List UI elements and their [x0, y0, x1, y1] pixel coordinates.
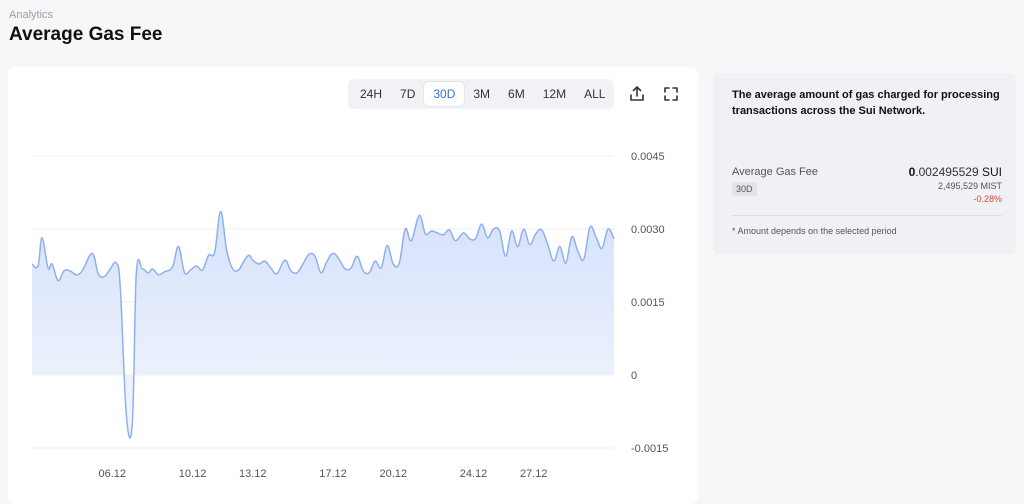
x-tick-label: 13.12: [239, 468, 267, 480]
stat-value-mist: 2,495,529 MIST: [937, 181, 1002, 191]
divider: [732, 215, 1002, 216]
tab-6m[interactable]: 6M: [508, 87, 525, 101]
tab-12m[interactable]: 12M: [542, 87, 567, 101]
stat-value: 0.002495529 SUI: [909, 165, 1002, 179]
info-card: The average amount of gas charged for pr…: [713, 73, 1016, 254]
x-tick-label: 10.12: [179, 468, 207, 480]
stat-change: -0.28%: [973, 194, 1002, 204]
range-tabs: 24H 7D 30D 3M 6M 12M ALL: [348, 79, 614, 109]
period-badge: 30D: [732, 182, 757, 196]
share-icon[interactable]: [628, 85, 646, 103]
x-axis: 06.12 10.12 13.12 17.12 20.12 24.12 27.12: [99, 468, 548, 480]
tab-3m[interactable]: 3M: [473, 87, 491, 101]
x-tick-label: 27.12: [520, 468, 548, 480]
x-tick-label: 20.12: [379, 468, 407, 480]
tab-30d[interactable]: 30D: [424, 82, 465, 106]
stat-value-unit: SUI: [978, 165, 1002, 179]
stat-value-int: 0: [908, 165, 916, 179]
x-tick-label: 24.12: [460, 468, 488, 480]
y-tick-label: 0.0045: [631, 151, 665, 163]
tab-all[interactable]: ALL: [584, 87, 606, 101]
y-tick-label: 0: [631, 370, 637, 382]
breadcrumb[interactable]: Analytics: [9, 9, 54, 21]
area-series: [31, 210, 615, 439]
x-tick-label: 17.12: [319, 468, 347, 480]
y-tick-label: 0.0015: [631, 297, 665, 309]
fullscreen-icon[interactable]: [662, 85, 680, 103]
tab-7d[interactable]: 7D: [400, 87, 416, 101]
series-area-fill: [32, 211, 614, 439]
series-line: [31, 210, 615, 439]
chart-card: 0.0045 0.0030 0.0015 0 -0.0015 06.12 10.12 13.…: [8, 67, 698, 504]
page-title: Average Gas Fee: [9, 24, 163, 45]
stat-value-frac: .002495529: [915, 165, 979, 179]
info-note: * Amount depends on the selected period: [732, 226, 897, 236]
y-tick-label: 0.0030: [631, 224, 665, 236]
tab-24h[interactable]: 24H: [360, 87, 383, 101]
x-tick-label: 06.12: [99, 468, 127, 480]
y-tick-label: -0.0015: [631, 443, 668, 455]
gas-fee-chart: 0.0045 0.0030 0.0015 0 -0.0015 06.12 10.12 13.…: [31, 151, 668, 480]
info-description: The average amount of gas charged for pr…: [732, 89, 1000, 117]
y-axis: 0.0045 0.0030 0.0015 0 -0.0015: [631, 151, 668, 455]
stat-label: Average Gas Fee: [732, 166, 819, 178]
